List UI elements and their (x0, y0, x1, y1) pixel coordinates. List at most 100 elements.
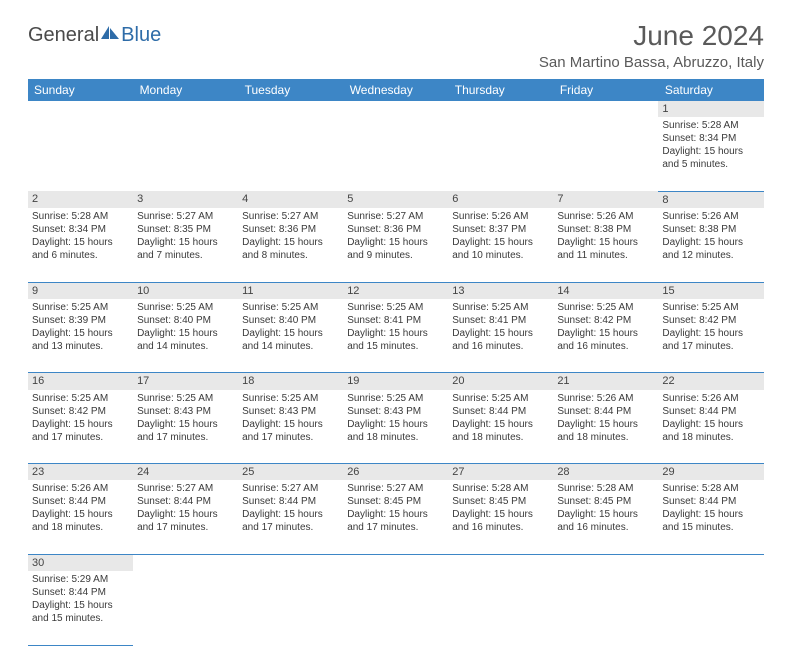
day-number-cell (343, 554, 448, 571)
daylight-line: Daylight: 15 hours and 15 minutes. (662, 508, 759, 534)
daylight-line: Daylight: 15 hours and 17 minutes. (137, 418, 234, 444)
day-content-cell: Sunrise: 5:25 AMSunset: 8:41 PMDaylight:… (343, 299, 448, 373)
weekday-header: Tuesday (238, 79, 343, 101)
day-content-cell (343, 571, 448, 645)
day-number-cell: 11 (238, 282, 343, 299)
day-content-cell: Sunrise: 5:27 AMSunset: 8:45 PMDaylight:… (343, 480, 448, 554)
day-content-cell: Sunrise: 5:25 AMSunset: 8:40 PMDaylight:… (133, 299, 238, 373)
day-content-row: Sunrise: 5:29 AMSunset: 8:44 PMDaylight:… (28, 571, 764, 645)
daylight-line: Daylight: 15 hours and 14 minutes. (137, 327, 234, 353)
day-number-cell (553, 101, 658, 117)
sunset-line: Sunset: 8:43 PM (347, 405, 444, 418)
daylight-line: Daylight: 15 hours and 11 minutes. (557, 236, 654, 262)
day-content-cell: Sunrise: 5:26 AMSunset: 8:37 PMDaylight:… (448, 208, 553, 282)
sunrise-line: Sunrise: 5:26 AM (662, 392, 759, 405)
sunset-line: Sunset: 8:44 PM (137, 495, 234, 508)
day-content-cell: Sunrise: 5:25 AMSunset: 8:43 PMDaylight:… (133, 390, 238, 464)
day-number-cell: 10 (133, 282, 238, 299)
sunset-line: Sunset: 8:41 PM (452, 314, 549, 327)
sunrise-line: Sunrise: 5:28 AM (452, 482, 549, 495)
day-content-cell (553, 571, 658, 645)
location-text: San Martino Bassa, Abruzzo, Italy (539, 54, 764, 71)
brand-text-2: Blue (121, 24, 161, 47)
day-number-cell (133, 554, 238, 571)
day-content-cell (553, 117, 658, 191)
sunset-line: Sunset: 8:34 PM (662, 132, 759, 145)
day-content-cell: Sunrise: 5:28 AMSunset: 8:45 PMDaylight:… (448, 480, 553, 554)
day-number-cell (28, 101, 133, 117)
daylight-line: Daylight: 15 hours and 17 minutes. (32, 418, 129, 444)
day-content-row: Sunrise: 5:26 AMSunset: 8:44 PMDaylight:… (28, 480, 764, 554)
day-number-cell: 5 (343, 191, 448, 208)
day-number-cell: 21 (553, 373, 658, 390)
sunrise-line: Sunrise: 5:26 AM (557, 392, 654, 405)
sunset-line: Sunset: 8:43 PM (137, 405, 234, 418)
day-content-cell (238, 117, 343, 191)
month-title: June 2024 (539, 20, 764, 52)
day-number-cell (448, 101, 553, 117)
sunrise-line: Sunrise: 5:25 AM (557, 301, 654, 314)
day-number-row: 2345678 (28, 191, 764, 208)
sunrise-line: Sunrise: 5:27 AM (242, 482, 339, 495)
brand-logo: General Blue (28, 24, 161, 47)
sunrise-line: Sunrise: 5:25 AM (662, 301, 759, 314)
day-content-cell (28, 117, 133, 191)
daylight-line: Daylight: 15 hours and 7 minutes. (137, 236, 234, 262)
day-content-cell: Sunrise: 5:25 AMSunset: 8:42 PMDaylight:… (553, 299, 658, 373)
sunrise-line: Sunrise: 5:26 AM (452, 210, 549, 223)
day-content-cell (133, 571, 238, 645)
day-number-cell: 4 (238, 191, 343, 208)
day-content-cell: Sunrise: 5:28 AMSunset: 8:44 PMDaylight:… (658, 480, 763, 554)
day-content-cell: Sunrise: 5:27 AMSunset: 8:36 PMDaylight:… (238, 208, 343, 282)
sunrise-line: Sunrise: 5:26 AM (557, 210, 654, 223)
daylight-line: Daylight: 15 hours and 15 minutes. (32, 599, 129, 625)
daylight-line: Daylight: 15 hours and 16 minutes. (557, 327, 654, 353)
daylight-line: Daylight: 15 hours and 17 minutes. (662, 327, 759, 353)
day-number-cell: 24 (133, 464, 238, 481)
day-number-cell: 18 (238, 373, 343, 390)
day-content-cell: Sunrise: 5:28 AMSunset: 8:34 PMDaylight:… (28, 208, 133, 282)
day-number-row: 23242526272829 (28, 464, 764, 481)
day-number-cell: 27 (448, 464, 553, 481)
day-content-cell (448, 571, 553, 645)
day-number-cell: 7 (553, 191, 658, 208)
day-number-cell: 8 (658, 191, 763, 208)
day-content-cell: Sunrise: 5:25 AMSunset: 8:43 PMDaylight:… (238, 390, 343, 464)
day-content-row: Sunrise: 5:25 AMSunset: 8:42 PMDaylight:… (28, 390, 764, 464)
day-content-cell (238, 571, 343, 645)
day-number-cell (238, 101, 343, 117)
day-number-cell: 23 (28, 464, 133, 481)
day-content-cell: Sunrise: 5:25 AMSunset: 8:42 PMDaylight:… (28, 390, 133, 464)
sunrise-line: Sunrise: 5:26 AM (662, 210, 759, 223)
sunset-line: Sunset: 8:44 PM (662, 495, 759, 508)
daylight-line: Daylight: 15 hours and 16 minutes. (452, 508, 549, 534)
day-number-cell: 17 (133, 373, 238, 390)
daylight-line: Daylight: 15 hours and 9 minutes. (347, 236, 444, 262)
sunset-line: Sunset: 8:40 PM (137, 314, 234, 327)
day-number-cell: 19 (343, 373, 448, 390)
sunrise-line: Sunrise: 5:28 AM (662, 482, 759, 495)
day-number-cell (238, 554, 343, 571)
sunset-line: Sunset: 8:45 PM (347, 495, 444, 508)
day-number-row: 16171819202122 (28, 373, 764, 390)
daylight-line: Daylight: 15 hours and 12 minutes. (662, 236, 759, 262)
weekday-header: Saturday (658, 79, 763, 101)
sunrise-line: Sunrise: 5:27 AM (137, 482, 234, 495)
sunrise-line: Sunrise: 5:25 AM (32, 392, 129, 405)
daylight-line: Daylight: 15 hours and 16 minutes. (452, 327, 549, 353)
weekday-header: Friday (553, 79, 658, 101)
daylight-line: Daylight: 15 hours and 16 minutes. (557, 508, 654, 534)
sunset-line: Sunset: 8:37 PM (452, 223, 549, 236)
day-content-cell: Sunrise: 5:28 AMSunset: 8:34 PMDaylight:… (658, 117, 763, 191)
sunrise-line: Sunrise: 5:27 AM (137, 210, 234, 223)
sunrise-line: Sunrise: 5:27 AM (347, 482, 444, 495)
sunrise-line: Sunrise: 5:25 AM (347, 392, 444, 405)
sunset-line: Sunset: 8:45 PM (452, 495, 549, 508)
day-content-cell: Sunrise: 5:25 AMSunset: 8:42 PMDaylight:… (658, 299, 763, 373)
daylight-line: Daylight: 15 hours and 18 minutes. (557, 418, 654, 444)
day-content-cell: Sunrise: 5:26 AMSunset: 8:44 PMDaylight:… (658, 390, 763, 464)
header: General Blue June 2024 San Martino Bassa… (28, 20, 764, 71)
day-content-cell: Sunrise: 5:27 AMSunset: 8:35 PMDaylight:… (133, 208, 238, 282)
sunset-line: Sunset: 8:38 PM (557, 223, 654, 236)
sunrise-line: Sunrise: 5:28 AM (557, 482, 654, 495)
